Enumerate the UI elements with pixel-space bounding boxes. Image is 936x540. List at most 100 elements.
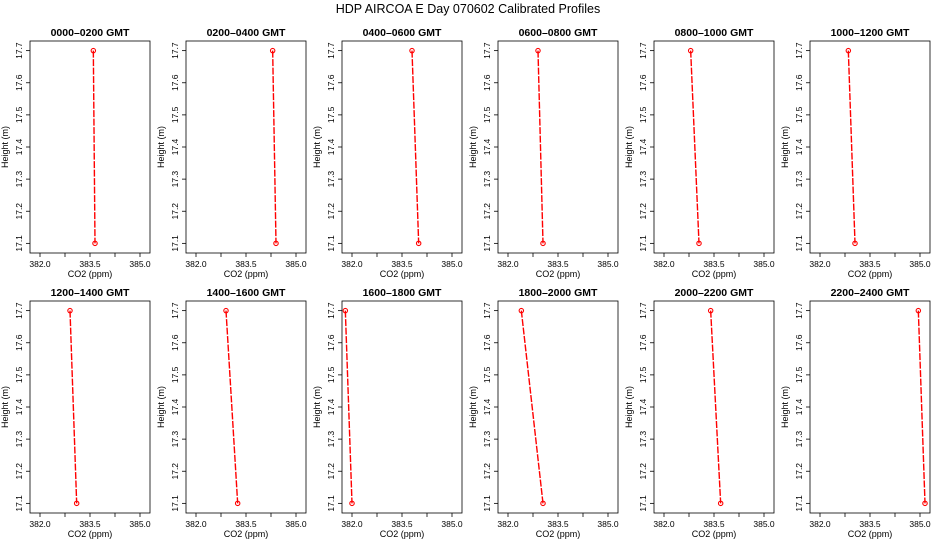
x-tick-label: 385.0 [597,259,619,269]
x-tick-label: 385.0 [129,259,151,269]
panel-title: 1200–1400 GMT [51,287,130,299]
x-tick-label: 382.0 [185,259,207,269]
panel-title: 2000–2200 GMT [675,287,754,299]
y-tick-label: 17.4 [794,398,804,415]
y-tick-label: 17.2 [638,203,648,220]
x-tick-label: 385.0 [909,259,931,269]
y-tick-label: 17.2 [482,463,492,480]
panel: 1200–1400 GMT 382.0 383.5 385.0 17.1 17.2 17.3… [0,287,151,539]
series-line [344,310,353,504]
x-tick-label: 385.0 [129,519,151,529]
y-tick-label: 17.3 [638,431,648,448]
y-tick-label: 17.5 [638,106,648,123]
x-axis-label: CO2 (ppm) [380,529,425,539]
y-tick-label: 17.5 [638,366,648,383]
x-axis-label: CO2 (ppm) [536,269,581,279]
x-tick-label: 385.0 [597,519,619,529]
series-line [225,310,239,504]
x-axis-label: CO2 (ppm) [536,529,581,539]
y-tick-label: 17.3 [14,431,24,448]
y-tick-label: 17.4 [170,398,180,415]
y-axis-label: Height (m) [312,386,322,428]
y-tick-label: 17.1 [482,235,492,252]
y-tick-label: 17.4 [14,138,24,155]
y-tick-label: 17.6 [326,74,336,91]
y-tick-label: 17.1 [170,235,180,252]
plot-frame [653,300,775,514]
plot-frame [341,300,463,514]
y-tick-label: 17.2 [170,203,180,220]
y-tick-label: 17.5 [170,106,180,123]
y-tick-label: 17.1 [794,495,804,512]
y-tick-label: 17.3 [170,171,180,188]
panel: 0400–0600 GMT 382.0 383.5 385.0 17.1 17.2 17.3… [312,27,463,279]
data-point [535,47,541,54]
x-tick-label: 383.5 [703,519,725,529]
data-point [415,240,422,247]
series-line [411,50,420,244]
data-point [73,500,80,507]
data-point [234,500,241,507]
data-point [223,307,229,314]
y-tick-label: 17.1 [326,495,336,512]
y-tick-label: 17.2 [14,463,24,480]
data-point [342,307,349,314]
y-tick-label: 17.2 [794,463,804,480]
data-point [92,240,98,247]
panels: 0000–0200 GMT 382.0 383.5 385.0 17.1 17.2 17.3… [0,27,931,539]
series-line [847,50,856,244]
x-axis-label: CO2 (ppm) [224,529,269,539]
x-tick-label: 382.0 [341,259,363,269]
plot-frame [29,300,151,514]
y-tick-label: 17.4 [638,398,648,415]
panel: 0800–1000 GMT 382.0 383.5 385.0 17.1 17.2 17.3… [624,27,775,279]
x-tick-label: 383.5 [235,259,257,269]
x-tick-label: 383.5 [391,519,413,529]
x-axis-label: CO2 (ppm) [692,529,737,539]
y-tick-label: 17.1 [326,235,336,252]
data-point [540,240,546,247]
x-tick-label: 385.0 [753,519,775,529]
y-tick-label: 17.4 [638,138,648,155]
panel-title: 0200–0400 GMT [207,27,286,39]
series-line [69,310,78,504]
data-point [845,47,852,54]
series-line [92,50,96,244]
panel-title: 2200–2400 GMT [831,287,910,299]
x-axis-label: CO2 (ppm) [68,269,113,279]
x-axis-label: CO2 (ppm) [224,269,269,279]
x-axis-label: CO2 (ppm) [848,269,893,279]
panel: 1400–1600 GMT 382.0 383.5 385.0 17.1 17.2 17.3… [156,287,307,539]
y-tick-label: 17.3 [326,171,336,188]
y-axis-label: Height (m) [0,386,10,428]
y-tick-label: 17.6 [638,334,648,351]
x-tick-label: 383.5 [79,519,101,529]
y-tick-label: 17.7 [326,302,336,319]
x-tick-label: 383.5 [859,259,881,269]
y-tick-label: 17.7 [482,302,492,319]
y-tick-label: 17.3 [170,431,180,448]
y-tick-label: 17.3 [638,171,648,188]
x-tick-label: 383.5 [235,519,257,529]
y-tick-label: 17.4 [170,138,180,155]
y-tick-label: 17.2 [482,203,492,220]
y-tick-label: 17.3 [794,171,804,188]
data-point [269,47,276,54]
y-tick-label: 17.7 [326,42,336,59]
y-axis-label: Height (m) [468,126,478,168]
x-tick-label: 385.0 [285,519,307,529]
x-tick-label: 382.0 [809,259,831,269]
plot-frame [341,40,463,254]
y-axis-label: Height (m) [156,386,166,428]
y-tick-label: 17.5 [482,106,492,123]
y-axis-label: Height (m) [624,126,634,168]
y-tick-label: 17.4 [326,138,336,155]
x-axis-label: CO2 (ppm) [380,269,425,279]
x-tick-label: 383.5 [859,519,881,529]
series-line [689,50,700,244]
plot-frame [497,300,619,514]
x-tick-label: 383.5 [547,519,569,529]
data-point [273,240,279,247]
panel: 1000–1200 GMT 382.0 383.5 385.0 17.1 17.2 17.3… [780,27,931,279]
x-tick-label: 382.0 [653,259,675,269]
